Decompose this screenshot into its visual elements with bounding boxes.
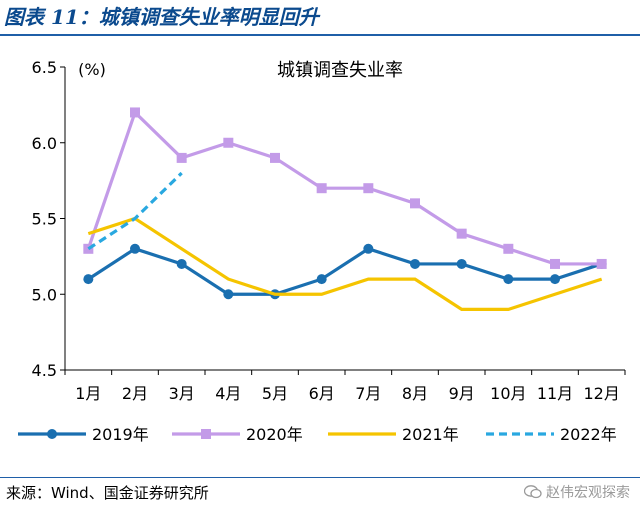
legend-item: 2019年 <box>18 425 149 444</box>
y-tick-label: 6.0 <box>32 134 57 153</box>
x-tick-label: 3月 <box>169 384 195 403</box>
data-point <box>503 243 514 254</box>
figure-title: 图表 11：城镇调查失业率明显回升 <box>4 5 319 29</box>
x-tick-label: 1月 <box>75 384 101 403</box>
data-point <box>596 258 607 269</box>
data-point <box>130 243 140 254</box>
series-2019年 <box>83 243 607 300</box>
series-2021年 <box>87 216 603 311</box>
data-point <box>176 258 187 269</box>
data-point <box>456 258 467 269</box>
data-point <box>503 274 514 285</box>
x-tick-label: 9月 <box>449 384 475 403</box>
top-rule <box>0 34 640 36</box>
data-point <box>456 228 467 239</box>
x-tick-label: 10月 <box>490 384 526 403</box>
y-tick-label: 5.0 <box>32 285 57 304</box>
data-point <box>410 198 420 209</box>
watermark-text: 赵伟宏观探索 <box>546 485 630 501</box>
line-chart: 城镇调查失业率 (%) 4.5 5.0 5.5 6.0 6.5 1月 2月 3月 4月 5月 6月 7… <box>18 58 626 444</box>
data-point <box>223 289 234 300</box>
series-line <box>86 109 602 266</box>
data-point <box>363 243 374 254</box>
x-tick-label: 5月 <box>262 384 288 403</box>
x-tick-label: 2月 <box>122 384 148 403</box>
data-point <box>223 137 234 148</box>
legend: 2019年 2020年 2021年 2022年 <box>18 425 617 444</box>
data-point <box>270 152 280 163</box>
legend-item: 2022年 <box>486 425 617 444</box>
data-point <box>550 258 560 269</box>
y-tick-label: 6.5 <box>32 58 57 77</box>
legend-item: 2020年 <box>172 425 303 444</box>
series-layer <box>83 107 607 311</box>
y-axis-unit: (%) <box>78 60 106 79</box>
x-tick-label: 8月 <box>402 384 428 403</box>
series-line <box>87 216 603 311</box>
axes: 4.5 5.0 5.5 6.0 6.5 1月 2月 3月 4月 5月 6月 7月 8月 9月 10月 11月 1… <box>32 58 626 403</box>
x-tick-label: 11月 <box>537 384 573 403</box>
legend-marker <box>201 429 211 439</box>
data-point <box>83 274 94 285</box>
x-tick-label: 12月 <box>583 384 619 403</box>
data-point <box>363 183 374 194</box>
legend-label: 2022年 <box>560 425 617 444</box>
series-line <box>87 247 603 296</box>
bottom-rule <box>0 477 640 478</box>
data-point <box>410 258 420 269</box>
data-point <box>176 152 187 163</box>
series-line <box>87 171 183 251</box>
series-2022年 <box>87 171 183 251</box>
x-tick-label: 6月 <box>309 384 335 403</box>
y-tick-label: 5.5 <box>32 210 57 229</box>
wechat-icon <box>523 483 542 499</box>
legend-marker <box>47 429 57 439</box>
y-tick-label: 4.5 <box>32 361 57 380</box>
data-point <box>550 274 560 285</box>
legend-label: 2019年 <box>92 425 149 444</box>
x-tick-label: 7月 <box>355 384 381 403</box>
series-2020年 <box>83 107 607 269</box>
x-tick-label: 4月 <box>215 384 241 403</box>
watermark: 赵伟宏观探索 <box>523 481 630 505</box>
source-note: 来源：Wind、国金证券研究所 <box>6 484 209 502</box>
legend-item: 2021年 <box>328 425 459 444</box>
chart-title: 城镇调查失业率 <box>277 60 403 81</box>
legend-label: 2020年 <box>246 425 303 444</box>
legend-label: 2021年 <box>402 425 459 444</box>
data-point <box>130 107 140 118</box>
data-point <box>316 183 327 194</box>
data-point <box>316 274 327 285</box>
